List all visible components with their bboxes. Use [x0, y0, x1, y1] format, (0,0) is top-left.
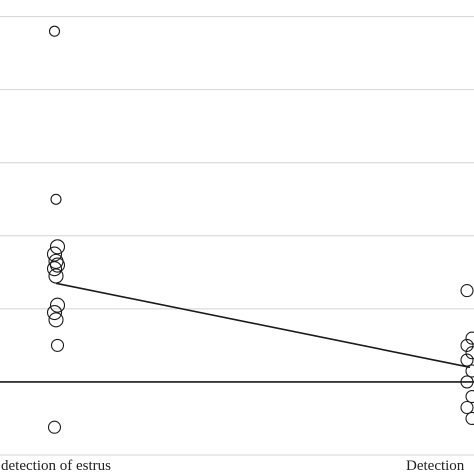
data-points [46, 25, 474, 434]
mean-line [55, 282, 471, 369]
data-point [49, 239, 66, 255]
data-point [50, 338, 65, 352]
data-point [465, 364, 474, 378]
data-point [460, 375, 474, 389]
data-point [465, 346, 474, 360]
data-point [460, 338, 474, 352]
data-point [49, 297, 66, 313]
x-tick-label-detection: Detection [406, 458, 465, 474]
data-point [48, 268, 64, 284]
x-tick-label-estrus: detection of estrus [1, 458, 111, 474]
data-point [47, 420, 62, 434]
data-point [48, 312, 64, 328]
data-point [460, 400, 474, 415]
data-point [460, 284, 474, 298]
data-point [50, 193, 62, 205]
data-point [465, 390, 474, 404]
data-point [46, 246, 63, 262]
data-point [460, 353, 474, 367]
data-point [49, 257, 66, 273]
grid-lines [0, 16, 474, 456]
data-point [46, 304, 63, 321]
data-point [465, 411, 474, 426]
data-point [465, 331, 474, 345]
data-point [48, 25, 61, 37]
x-tick-labels: detection of estrus Detection [1, 458, 465, 474]
data-point [46, 261, 63, 277]
